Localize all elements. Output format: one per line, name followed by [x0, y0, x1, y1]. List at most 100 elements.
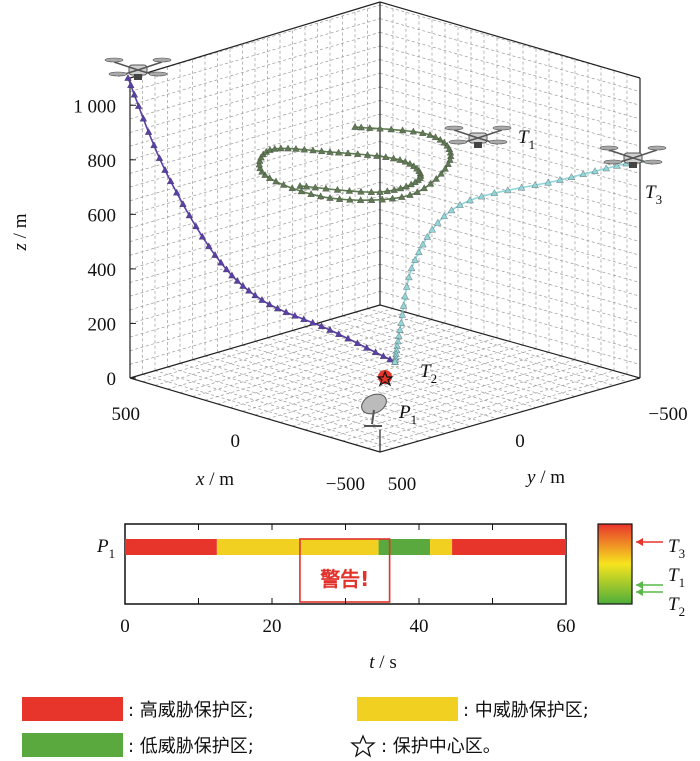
- trajectory-marker: [388, 194, 397, 202]
- threat-timeline-chart: 警告! 0 20 40 60 P1 t / s: [96, 523, 576, 673]
- trajectory-marker: [354, 150, 362, 157]
- z-tick-label: 0: [107, 369, 117, 390]
- trajectory-marker: [179, 200, 187, 207]
- legend-item-medium: : 中威胁保护区;: [357, 697, 589, 721]
- trajectory-marker: [333, 185, 342, 193]
- radar-P1-icon: [361, 393, 387, 427]
- legend-item-low: : 低威胁保护区;: [22, 733, 254, 757]
- label-P1: P1: [398, 402, 417, 427]
- y-tick-label: −500: [648, 404, 687, 425]
- trajectory-marker: [367, 196, 376, 203]
- trajectory-marker: [265, 300, 274, 308]
- legend: : 高威胁保护区;: 中威胁保护区;: 低威胁保护区;: 保护中心区。: [22, 697, 589, 758]
- protection-center-star-icon: [376, 370, 394, 387]
- legend-swatch: [22, 733, 123, 757]
- trajectory-marker: [173, 188, 181, 196]
- threat-segment-medium: [430, 539, 453, 555]
- trajectory-marker: [277, 144, 285, 152]
- trajectory-marker: [334, 148, 343, 156]
- series-T1: [255, 123, 455, 203]
- trajectory-marker: [130, 90, 138, 98]
- z-tick-label: 1 000: [73, 96, 116, 117]
- trajectory-marker: [447, 206, 456, 214]
- trajectory-marker: [150, 141, 158, 149]
- trajectory-marker: [379, 352, 388, 359]
- trajectory-marker: [205, 242, 213, 250]
- trajectory-marker: [389, 154, 398, 162]
- trajectory-marker: [166, 177, 175, 184]
- trajectory-marker: [367, 188, 376, 195]
- trajectory-marker: [398, 310, 406, 318]
- trajectory-marker: [426, 131, 434, 138]
- trajectory-marker: [466, 196, 474, 204]
- star-icon: [350, 734, 376, 758]
- trajectory-marker: [344, 334, 352, 342]
- colorbar-marker-label: T2: [668, 594, 685, 619]
- timeline-x-label: t / s: [369, 652, 396, 673]
- trajectory-marker: [245, 286, 253, 294]
- 3d-grid: [129, 4, 641, 453]
- label-T3: T3: [645, 182, 662, 207]
- trajectory-marker: [396, 156, 404, 163]
- trajectory-marker: [351, 123, 359, 130]
- trajectory-marker: [127, 81, 135, 88]
- threat-level-bar: [125, 539, 566, 555]
- x-tick-label: 0: [231, 431, 241, 452]
- trajectory-marker: [222, 265, 231, 273]
- trajectory-marker: [288, 184, 296, 191]
- trajectory-marker: [544, 178, 552, 186]
- trajectory-marker: [391, 358, 399, 365]
- trajectory-marker: [504, 186, 512, 194]
- trajectory-marker: [258, 296, 266, 303]
- trajectory-marker: [317, 192, 325, 200]
- trajectory-marker: [376, 124, 384, 132]
- threat-segment-high: [125, 539, 217, 555]
- timeline-ticks: 0 20 40 60: [120, 524, 576, 637]
- trajectory-marker: [297, 187, 306, 195]
- trajectory-marker: [273, 304, 282, 312]
- colorbar-gradient: [597, 523, 633, 605]
- drone-T3-icon: [599, 145, 667, 168]
- trajectory-marker: [326, 194, 334, 201]
- trajectory-marker: [271, 145, 279, 152]
- trajectory-marker: [411, 178, 419, 185]
- trajectory-marker: [335, 195, 344, 202]
- timeline-frame: [124, 523, 567, 605]
- trajectory-marker: [405, 273, 413, 281]
- trajectory-marker: [284, 144, 292, 152]
- z-tick-label: 200: [88, 314, 117, 335]
- trajectory-marker: [371, 348, 380, 356]
- x-tick-label: 500: [112, 404, 141, 425]
- trajectory-marker: [409, 127, 418, 135]
- y-tick-label: 0: [515, 431, 525, 452]
- trajectory-marker: [378, 195, 386, 203]
- trajectory-marker: [185, 211, 194, 219]
- trajectory-marker: [428, 225, 436, 233]
- trajectory-marker: [432, 174, 440, 182]
- trajectory-marker: [395, 332, 403, 339]
- timeline-tick-label: 60: [557, 616, 576, 637]
- trajectory-marker: [411, 256, 419, 263]
- trajectory-marker: [436, 135, 444, 143]
- y-axis-label: y / m: [525, 467, 565, 488]
- trajectory-marker: [309, 146, 317, 154]
- trajectory-marker: [326, 148, 334, 155]
- trajectory-marker: [311, 183, 319, 191]
- trajectory-marker: [376, 188, 384, 195]
- trajectory-marker: [357, 123, 365, 131]
- trajectory-marker: [279, 181, 288, 188]
- trajectory-marker: [531, 181, 539, 188]
- trajectory-marker: [255, 160, 263, 168]
- series-T3: [391, 156, 644, 365]
- threat-colorbar: T3 T1 T2: [597, 523, 685, 619]
- trajectory-marker: [440, 138, 448, 146]
- y-tick-label: 500: [388, 474, 417, 495]
- trajectory-marker: [296, 182, 304, 189]
- threat-segment-high: [452, 539, 566, 555]
- trajectory-marker: [161, 166, 169, 173]
- z-axis-label: z / m: [10, 213, 31, 251]
- trajectory-marker: [398, 193, 406, 200]
- trajectory-marker: [567, 173, 576, 180]
- legend-swatch: [22, 697, 123, 721]
